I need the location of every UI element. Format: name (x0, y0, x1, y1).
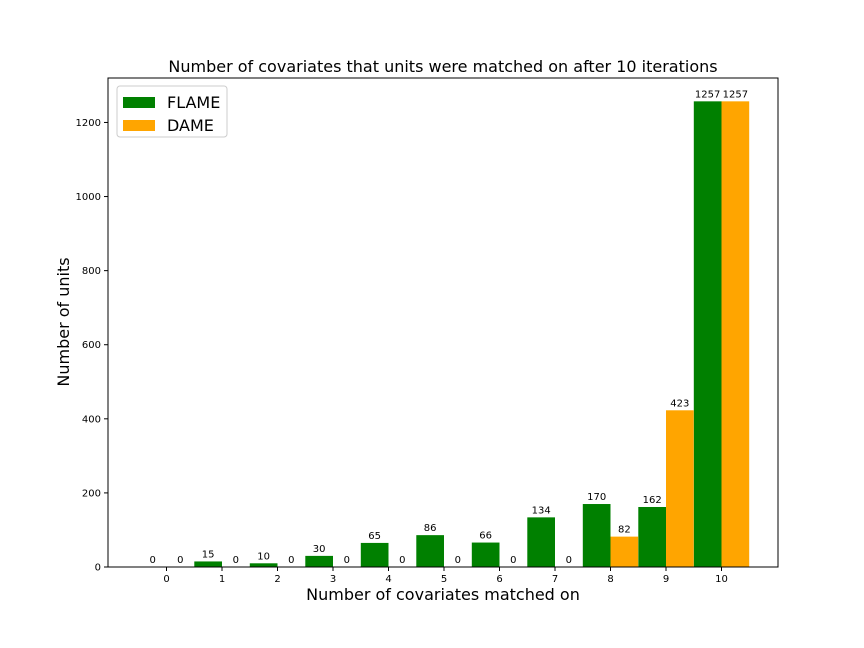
bar-dame-8 (610, 536, 639, 567)
bar-flame-1 (194, 561, 222, 567)
bar-flame-6 (471, 542, 500, 567)
y-axis-title: Number of units (54, 257, 73, 386)
data-label-flame-3: 30 (313, 544, 326, 555)
x-tick-label: 1 (219, 574, 225, 585)
series-flame: 0 15 10 30 65 86 66 134 170 162 1257 (149, 89, 722, 568)
data-label-dame-10: 1257 (723, 89, 748, 100)
chart-title: Number of covariates that units were mat… (168, 57, 717, 76)
data-label-flame-10: 1257 (695, 89, 720, 100)
plot-frame (107, 77, 779, 568)
bar-flame-10 (693, 101, 722, 568)
legend-label-dame: DAME (167, 116, 214, 135)
legend-label-flame: FLAME (167, 93, 220, 112)
x-tick-label: 3 (330, 574, 336, 585)
data-label-dame-4: 0 (399, 555, 405, 566)
y-tick-label: 600 (82, 340, 101, 351)
data-label-flame-4: 65 (368, 531, 381, 542)
data-label-flame-0: 0 (149, 555, 155, 566)
data-label-flame-5: 86 (424, 523, 437, 534)
bar-flame-5 (416, 535, 444, 567)
y-tick-label: 400 (82, 414, 101, 425)
legend-swatch-flame (123, 97, 155, 108)
bar-flame-7 (527, 517, 555, 567)
bar-flame-3 (305, 555, 333, 567)
bar-flame-2 (249, 563, 278, 567)
series-dame: 0 0 0 0 0 0 0 0 82 423 1257 (177, 89, 750, 568)
y-tick-label: 200 (82, 488, 101, 499)
y-tick-label: 1000 (76, 192, 101, 203)
data-label-dame-2: 0 (288, 555, 294, 566)
data-label-flame-8: 170 (587, 492, 606, 503)
bar-flame-8 (582, 504, 611, 567)
x-tick-label: 10 (715, 574, 728, 585)
bar-dame-9 (666, 410, 694, 567)
data-label-dame-6: 0 (510, 555, 516, 566)
y-tick-label: 800 (82, 266, 101, 277)
x-tick-label: 6 (496, 574, 502, 585)
data-label-flame-7: 134 (532, 505, 551, 516)
legend: FLAME DAME (116, 85, 228, 138)
data-label-dame-8: 82 (618, 525, 631, 536)
x-tick-label: 0 (163, 574, 169, 585)
data-label-dame-7: 0 (566, 555, 572, 566)
data-label-flame-2: 10 (257, 551, 270, 562)
data-label-dame-9: 423 (670, 398, 689, 409)
x-tick-label: 9 (663, 574, 669, 585)
x-axis-title: Number of covariates matched on (306, 585, 580, 604)
data-label-dame-0: 0 (177, 555, 183, 566)
x-tick-label: 7 (552, 574, 558, 585)
bar-flame-4 (360, 542, 389, 567)
legend-swatch-dame (123, 120, 155, 131)
data-label-flame-9: 162 (643, 495, 662, 506)
y-tick-label: 0 (95, 563, 101, 574)
x-tick-label: 5 (441, 574, 447, 585)
data-label-dame-5: 0 (455, 555, 461, 566)
data-label-dame-3: 0 (344, 555, 350, 566)
x-tick-label: 2 (274, 574, 280, 585)
bar-flame-9 (638, 506, 666, 567)
x-tick-label: 4 (385, 574, 391, 585)
bar-dame-10 (721, 101, 750, 568)
data-label-flame-6: 66 (479, 531, 492, 542)
x-tick-label: 8 (607, 574, 613, 585)
y-tick-label: 1200 (76, 118, 101, 129)
data-label-dame-1: 0 (233, 555, 239, 566)
data-label-flame-1: 15 (202, 549, 215, 560)
